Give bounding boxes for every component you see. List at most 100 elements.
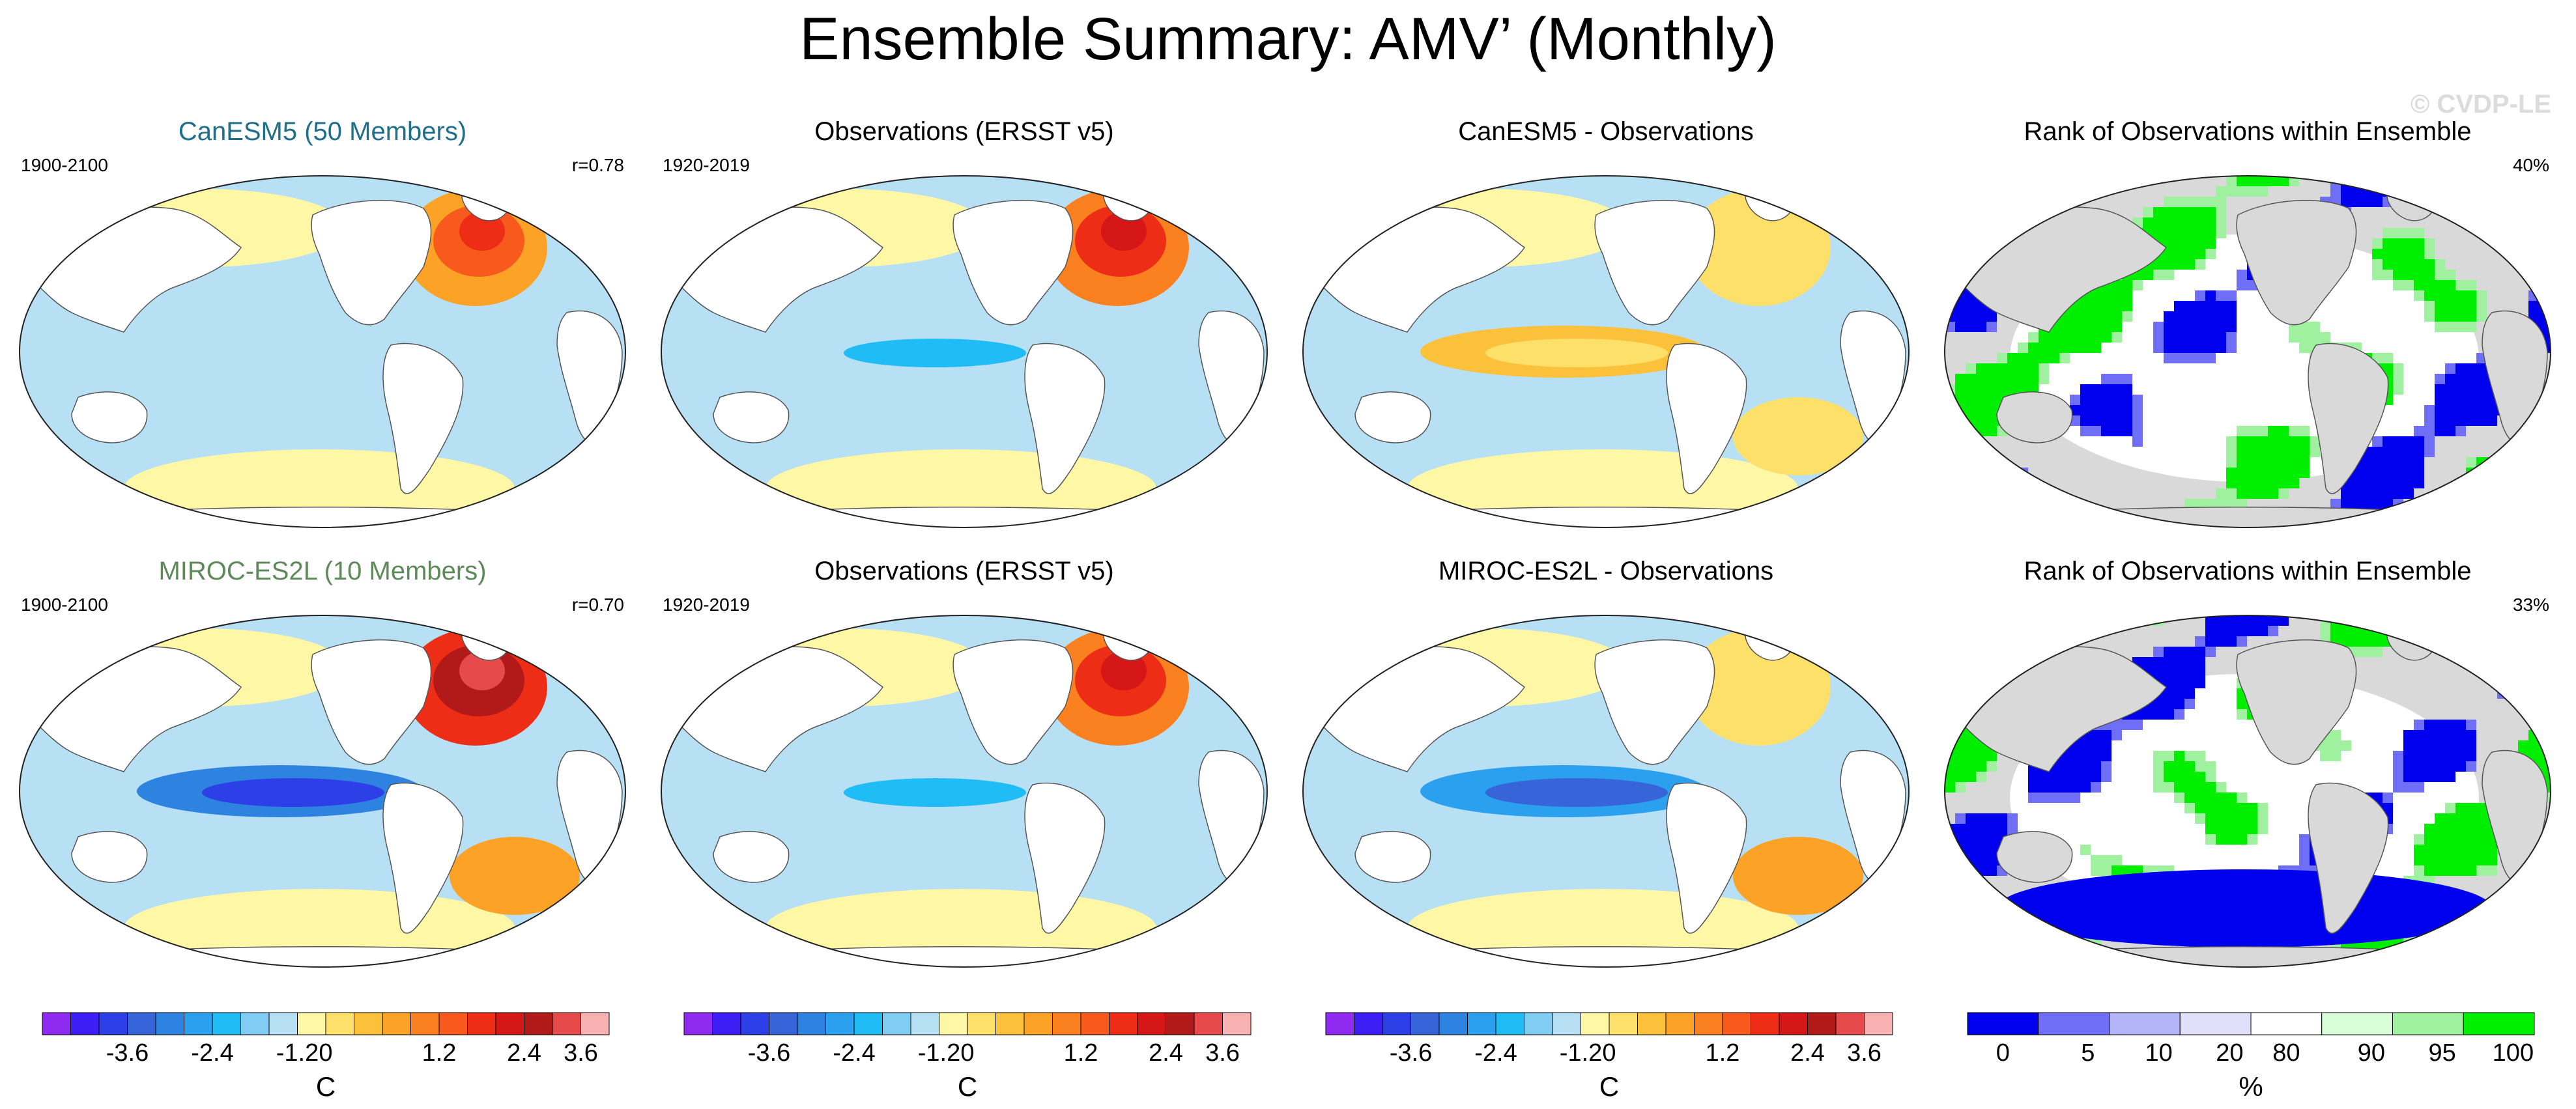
rank-cell: [2247, 824, 2257, 834]
rank-cell: [2445, 374, 2455, 384]
rank-cell: [2028, 782, 2039, 793]
colorbar-swatch: [2321, 1012, 2393, 1035]
rank-cell: [2216, 311, 2226, 322]
rank-cell: [1976, 415, 1986, 426]
land-samerica: [382, 782, 464, 934]
rank-cell: [1976, 855, 1986, 865]
rank-cell: [2539, 949, 2549, 959]
colorbar-tick-label: -3.6: [1390, 1039, 1432, 1067]
rank-cell: [1955, 311, 1966, 322]
colorbar-swatch: [740, 1012, 769, 1035]
rank-cell: [1945, 270, 1955, 280]
rank-cell: [2268, 176, 2278, 186]
rank-cell: [2153, 657, 2164, 667]
rank-cell: [2403, 457, 2414, 468]
rank-cell: [1945, 405, 1955, 415]
map-border: [1944, 175, 2551, 528]
colorbar-swatch: [939, 1012, 968, 1035]
colorbar-swatch: [1751, 1012, 1780, 1035]
rank-cell: [2528, 949, 2539, 959]
rank-cell: [2435, 395, 2445, 405]
rank-cell: [2508, 959, 2518, 967]
rank-cell: [2257, 488, 2268, 499]
rank-cell: [2487, 468, 2497, 478]
rank-cell: [2143, 270, 2153, 280]
rank-cell: [2028, 636, 2039, 647]
rank-cell: [2164, 197, 2174, 207]
rank-cell: [2184, 647, 2195, 657]
colorbar-swatch: [2392, 1012, 2464, 1035]
colorbar-tick-label: -2.4: [1474, 1039, 1517, 1067]
rank-cell: [2528, 667, 2539, 678]
rank-cell: [2216, 824, 2226, 834]
rank-cell: [2455, 186, 2466, 197]
rank-cell: [2539, 667, 2549, 678]
rank-cell: [2455, 363, 2466, 374]
rank-cell: [2435, 311, 2445, 322]
rank-cell: [2205, 626, 2216, 636]
colorbar-swatch: [1137, 1012, 1166, 1035]
panel-canesm5-diff: CanESM5 - Observations: [1290, 117, 1922, 540]
rank-cell: [2278, 447, 2289, 457]
rank-cell: [2205, 228, 2216, 238]
rank-cell: [2549, 751, 2551, 761]
rank-cell: [2070, 530, 2080, 540]
rank-cell: [2237, 793, 2247, 803]
rank-cell: [1945, 290, 1955, 301]
rank-cell: [2039, 959, 2049, 967]
rank-cell: [2070, 332, 2080, 343]
rank-cell: [2018, 374, 2028, 384]
rank-cell: [2039, 949, 2049, 959]
rank-cell: [2476, 395, 2487, 405]
rank-cell: [2132, 426, 2143, 436]
rank-cell: [2164, 530, 2174, 540]
land-australia: [1996, 391, 2073, 443]
rank-cell: [2424, 740, 2435, 751]
rank-cell: [2393, 186, 2403, 197]
rank-cell: [2549, 405, 2551, 415]
rank-cell: [2039, 782, 2049, 793]
rank-cell: [2247, 803, 2257, 813]
rank-cell: [2205, 803, 2216, 813]
rank-cell: [1976, 834, 1986, 845]
colorbar-tick-label: 1.2: [422, 1039, 457, 1067]
rank-cell: [1945, 447, 1955, 457]
rank-cell: [2018, 197, 2028, 207]
rank-cell: [2018, 499, 2028, 509]
colorbar-swatch: [1495, 1012, 1524, 1035]
rank-cell: [2018, 509, 2028, 520]
rank-cell: [2539, 970, 2549, 980]
colorbar-swatch: [1694, 1012, 1723, 1035]
rank-cell: [2518, 678, 2528, 688]
rank-cell: [2497, 509, 2508, 520]
rank-cell: [2122, 280, 2132, 290]
rank-cell: [2237, 186, 2247, 197]
rank-cell: [2455, 803, 2466, 813]
rank-cell: [1945, 782, 1955, 793]
rank-cell: [2091, 311, 2101, 322]
rank-cell: [2403, 186, 2414, 197]
rank-cell: [2497, 647, 2508, 657]
rank-cell: [2080, 311, 2091, 322]
rank-cell: [2132, 280, 2143, 290]
rank-cell: [2101, 426, 2111, 436]
colorbar-swatch: [683, 1012, 713, 1035]
rank-cell: [2195, 343, 2205, 353]
rank-cell: [2257, 176, 2268, 186]
rank-cell: [2237, 176, 2247, 186]
rank-cell: [2247, 813, 2257, 824]
rank-cell: [2455, 311, 2466, 322]
land-australia: [71, 831, 148, 883]
rank-cell: [2091, 772, 2101, 782]
rank-cell: [2383, 363, 2393, 374]
rank-cell: [2445, 405, 2455, 415]
rank-cell: [2059, 793, 2070, 803]
colorbar-unit: C: [1599, 1071, 1620, 1102]
land-antarctica: [2027, 507, 2467, 527]
map-border: [1944, 615, 2551, 968]
rank-cell: [2299, 322, 2310, 332]
rank-cell: [2518, 176, 2528, 186]
rank-cell: [2383, 176, 2393, 186]
colorbar-swatch: [1609, 1012, 1638, 1035]
colorbar-swatch: [268, 1012, 298, 1035]
